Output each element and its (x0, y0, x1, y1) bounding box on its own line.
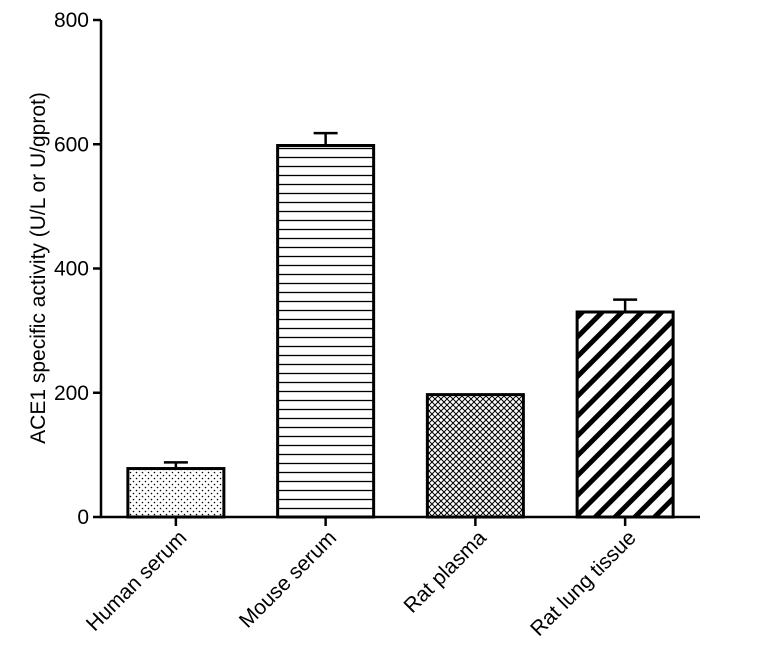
y-axis: 0 200 400 600 800 (54, 9, 103, 529)
bar (276, 143, 376, 519)
x-category-label: Mouse serum (235, 526, 341, 632)
y-tick-label: 0 (77, 506, 89, 529)
y-tick-label: 600 (54, 133, 89, 156)
bar (575, 310, 675, 519)
x-category-label: Human serum (82, 526, 192, 636)
x-category-label: Rat plasma (400, 526, 492, 618)
y-tick-label: 800 (54, 9, 89, 32)
y-axis-label: ACE1 specific activity (U/L or U/gprot) (27, 92, 50, 444)
x-axis: Human serum Mouse serum Rat plasma Rat lung… (82, 515, 700, 641)
bar (126, 467, 226, 519)
bars-group (126, 131, 675, 519)
y-tick-label: 400 (54, 258, 89, 281)
x-category-label: Rat lung tissue (526, 526, 640, 640)
y-tick-label: 200 (54, 382, 89, 405)
bar (425, 393, 525, 519)
